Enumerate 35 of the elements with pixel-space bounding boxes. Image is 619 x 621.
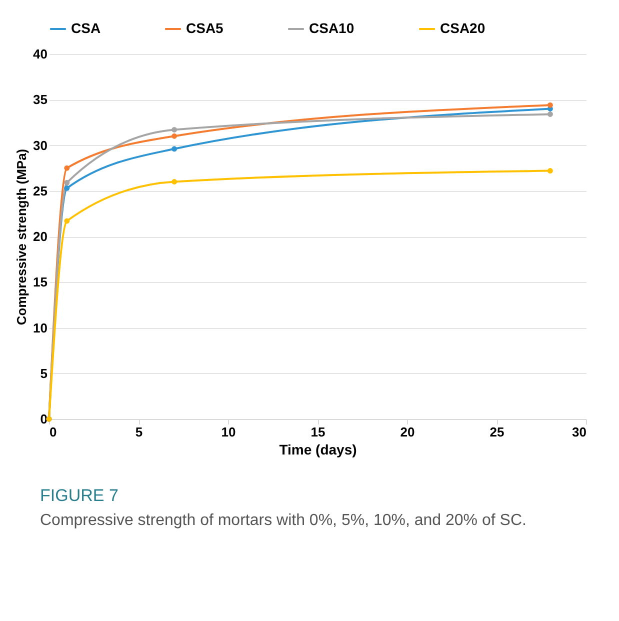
y-tick-label: 35 bbox=[33, 92, 48, 108]
point bbox=[547, 102, 553, 108]
point bbox=[172, 127, 178, 132]
legend-label: CSA10 bbox=[309, 20, 354, 36]
y-tick-label: 15 bbox=[33, 274, 48, 290]
y-tick-label: 5 bbox=[40, 366, 48, 381]
y-tick-label: 20 bbox=[33, 229, 48, 244]
point bbox=[64, 165, 70, 171]
y-tick-label: 0 bbox=[40, 412, 48, 426]
y-tick-label: 30 bbox=[33, 138, 48, 153]
y-tick-label: 40 bbox=[33, 46, 48, 62]
legend-label: CSA5 bbox=[186, 20, 224, 36]
legend-label: CSA20 bbox=[440, 20, 486, 36]
point bbox=[64, 185, 70, 191]
x-axis-title: Time (days) bbox=[279, 442, 357, 458]
point bbox=[172, 146, 178, 152]
x-tick-label: 10 bbox=[221, 424, 236, 440]
legend-label: CSA bbox=[71, 20, 101, 36]
x-tick-label: 15 bbox=[310, 424, 326, 440]
point bbox=[547, 111, 553, 117]
x-tick-label: 25 bbox=[490, 424, 504, 440]
point bbox=[547, 168, 553, 174]
x-tick-label: 5 bbox=[135, 424, 143, 440]
caption: FIGURE 7 bbox=[40, 486, 120, 506]
y-tick-label: 25 bbox=[33, 183, 48, 198]
x-tick-label: 0 bbox=[50, 424, 57, 440]
point bbox=[64, 180, 70, 186]
y-axis-title: Compressive strength (MPa) bbox=[14, 148, 30, 326]
y-tick-label: 10 bbox=[33, 320, 48, 336]
point bbox=[172, 133, 178, 139]
text: Compressive strength of mortars with 0%, 5%, 10%, and 20% of SC. bbox=[40, 511, 528, 531]
x-tick-label: 30 bbox=[572, 424, 586, 440]
x-tick-label: 20 bbox=[400, 424, 415, 440]
point bbox=[172, 179, 178, 184]
point bbox=[64, 218, 70, 224]
